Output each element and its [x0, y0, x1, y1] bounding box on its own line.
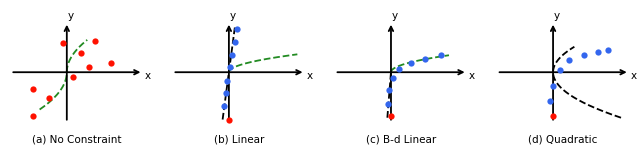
Text: y: y	[392, 11, 398, 21]
Text: x: x	[631, 71, 637, 81]
Text: x: x	[469, 71, 476, 81]
Text: (c) B-d Linear: (c) B-d Linear	[366, 134, 436, 144]
Text: y: y	[230, 11, 236, 21]
Text: y: y	[554, 11, 560, 21]
Text: x: x	[145, 71, 151, 81]
Text: (d) Quadratic: (d) Quadratic	[529, 134, 598, 144]
Text: x: x	[307, 71, 313, 81]
Text: y: y	[68, 11, 74, 21]
Text: (b) Linear: (b) Linear	[214, 134, 264, 144]
Text: (a) No Constraint: (a) No Constraint	[32, 134, 122, 144]
